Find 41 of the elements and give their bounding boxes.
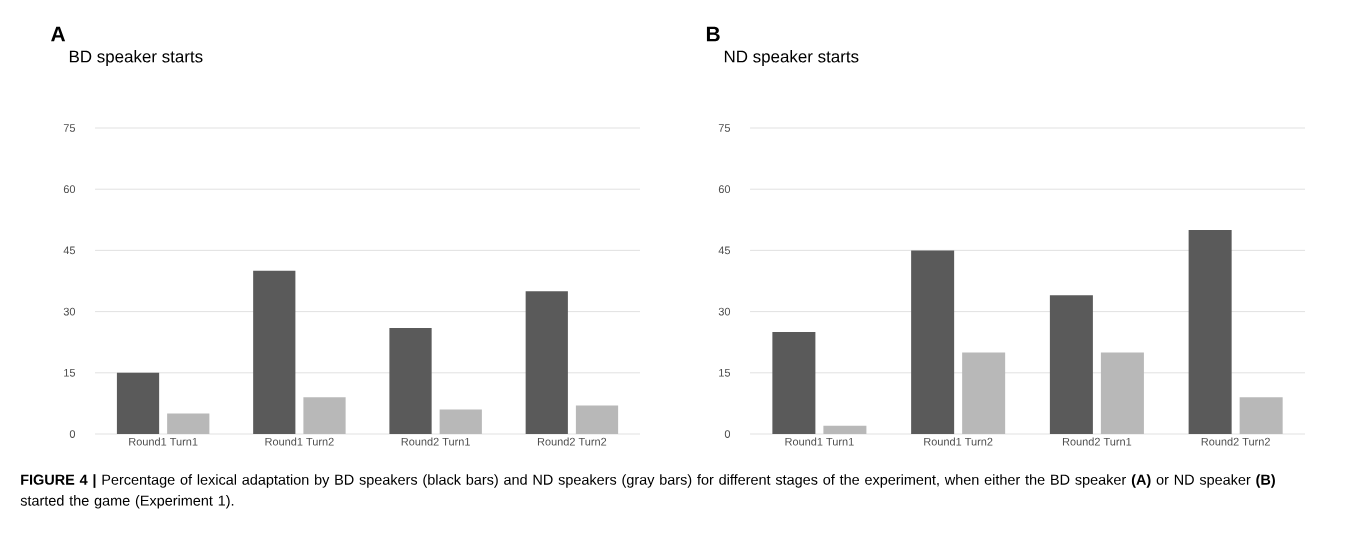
x-tick-label: Round2 Turn2 <box>1201 437 1270 446</box>
y-tick-label: 75 <box>718 124 731 132</box>
bar <box>575 405 619 434</box>
x-tick-label: Round1 Turn1 <box>785 437 854 446</box>
y-tick-label: 60 <box>63 185 76 194</box>
y-tick-label: 15 <box>719 368 731 377</box>
bar <box>1239 397 1283 434</box>
text: A <box>51 26 66 42</box>
y-tick-label: 15 <box>64 368 76 377</box>
y-tick-label: 30 <box>63 307 76 316</box>
bar <box>116 372 160 434</box>
text: FIGURE 4 | Percentage of lexical adaptation by BD speakers (black bars) and ND speakers (gray bars) for different stages of the experiment, when either the BD speaker (A) or ND speaker (B) started the game (Experiment 1). <box>20 474 1275 509</box>
y-tick-label: 0 <box>69 430 76 438</box>
text: B <box>706 26 720 42</box>
y-tick-label: 45 <box>63 246 76 255</box>
chart-title: ND speaker starts <box>724 50 859 66</box>
bar <box>823 425 867 434</box>
bar <box>1100 352 1144 434</box>
bar <box>303 397 346 434</box>
bar <box>772 332 816 434</box>
y-tick-label: 0 <box>724 430 731 438</box>
bar <box>962 352 1006 434</box>
bar <box>525 291 568 434</box>
bar <box>1049 295 1093 434</box>
x-tick-label: Round1 Turn2 <box>265 437 334 446</box>
y-tick-label: 30 <box>718 307 731 316</box>
bar <box>253 270 296 434</box>
y-tick-label: 60 <box>718 185 731 194</box>
bar <box>167 413 210 434</box>
bar <box>911 250 955 434</box>
x-tick-label: Round2 Turn1 <box>401 437 470 446</box>
bar <box>389 327 432 434</box>
x-tick-label: Round1 Turn2 <box>924 437 993 446</box>
chart-title: BD speaker starts <box>69 50 203 66</box>
x-tick-label: Round2 Turn2 <box>537 437 607 446</box>
y-tick-label: 45 <box>718 246 731 255</box>
x-tick-label: Round1 Turn1 <box>129 437 198 446</box>
x-tick-label: Round2 Turn1 <box>1062 437 1132 446</box>
bar <box>439 409 482 434</box>
bar <box>1188 230 1232 434</box>
y-tick-label: 75 <box>63 124 76 132</box>
